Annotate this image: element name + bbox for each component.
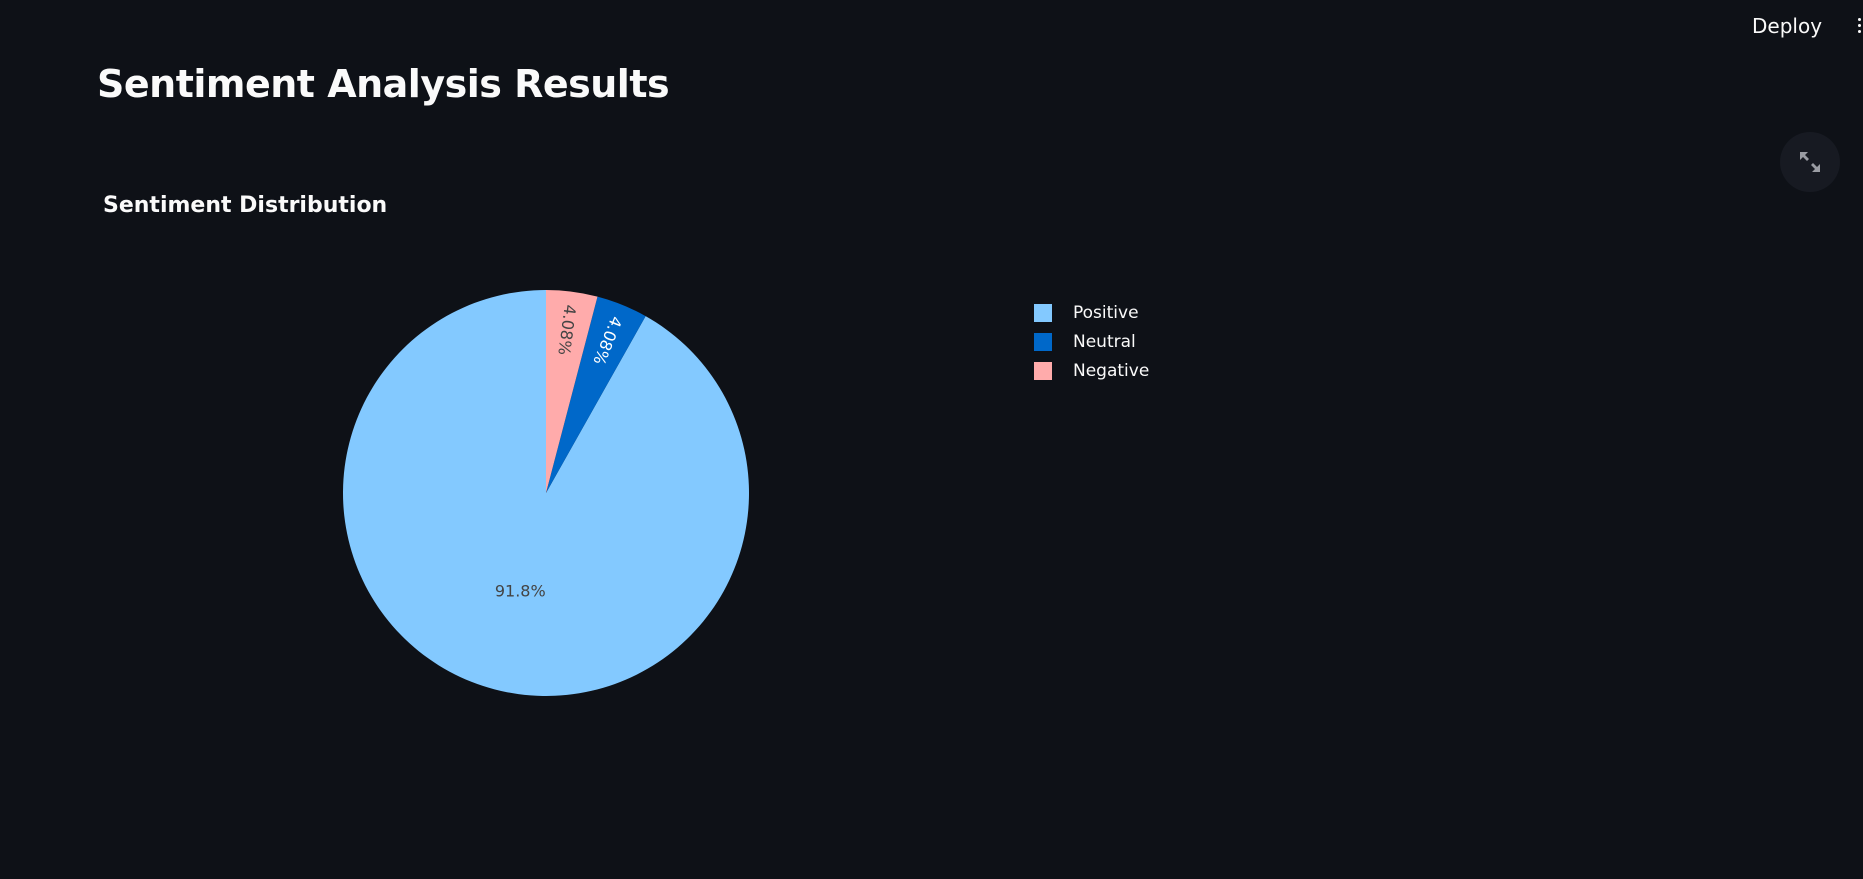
legend-label: Negative: [1073, 360, 1150, 381]
chart-legend: Positive Neutral Negative: [1034, 298, 1149, 385]
vertical-dots-icon[interactable]: [1852, 12, 1863, 40]
legend-item-positive[interactable]: Positive: [1034, 298, 1149, 327]
chart-title: Sentiment Distribution: [103, 193, 388, 218]
pie-slices: [342, 290, 750, 696]
page-title: Sentiment Analysis Results: [97, 62, 670, 106]
expand-icon: [1800, 152, 1820, 172]
pie-slice-neutral[interactable]: [546, 296, 646, 493]
pie-label-positive: 91.8%: [495, 582, 546, 601]
pie-slice-negative[interactable]: [546, 290, 598, 493]
legend-swatch: [1034, 303, 1052, 322]
legend-item-negative[interactable]: Negative: [1034, 356, 1149, 385]
fullscreen-button[interactable]: [1780, 132, 1840, 192]
legend-label: Neutral: [1073, 331, 1136, 352]
legend-swatch: [1034, 361, 1052, 380]
legend-label: Positive: [1073, 302, 1139, 323]
legend-item-neutral[interactable]: Neutral: [1034, 327, 1149, 356]
legend-swatch: [1034, 332, 1052, 351]
deploy-button[interactable]: Deploy: [1752, 14, 1823, 38]
